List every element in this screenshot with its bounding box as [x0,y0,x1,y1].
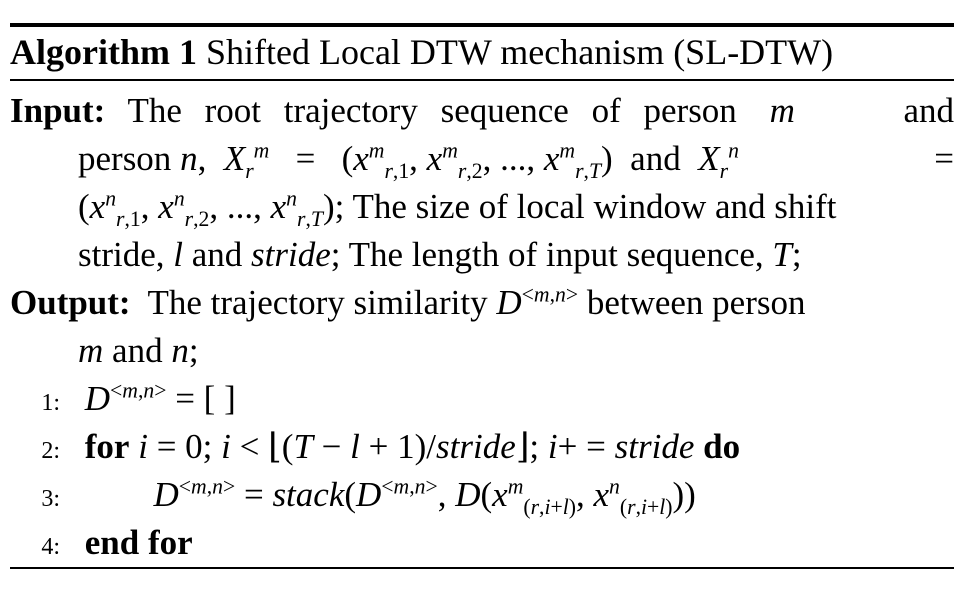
output-keyword: Output: [10,283,131,322]
output-block: Output: The trajectory similarity D<m,n>… [10,279,954,375]
input-block: Input: The root trajectory sequence of p… [10,87,954,279]
top-rule [10,23,954,27]
output-line-1: Output: The trajectory similarity D<m,n>… [10,282,806,322]
algorithm-name: Shifted Local DTW mechanism (SL-DTW) [205,32,834,72]
algorithm-title: Algorithm 1 Shifted Local DTW mechanism … [10,30,833,74]
input-line-3: (xnr,1, xnr,2, ..., xnr,T); The size of … [78,186,837,231]
algorithm-label: Algorithm 1 [10,32,197,72]
step-2: 2: for i = 0; i < ⌊(T − l + 1)/stride⌋; … [41,427,741,466]
bottom-rule [10,567,954,569]
step-4: 4: end for [41,523,193,562]
output-line-2: m and n; [78,331,199,370]
input-line-1: Input: The root trajectory sequence of p… [10,91,954,130]
input-keyword: Input: [10,91,106,130]
title-rule [10,79,954,81]
input-line-2: person n, Xrm = (xmr,1, xmr,2, ..., xmr,… [78,138,954,183]
step-3: 3: D<m,n> = stack(D<m,n>, D(xm(r,i+l), x… [41,474,696,519]
input-line-4: stride, l and stride; The length of inpu… [78,235,802,274]
step-1: 1: D<m,n> = [ ] [41,378,236,418]
